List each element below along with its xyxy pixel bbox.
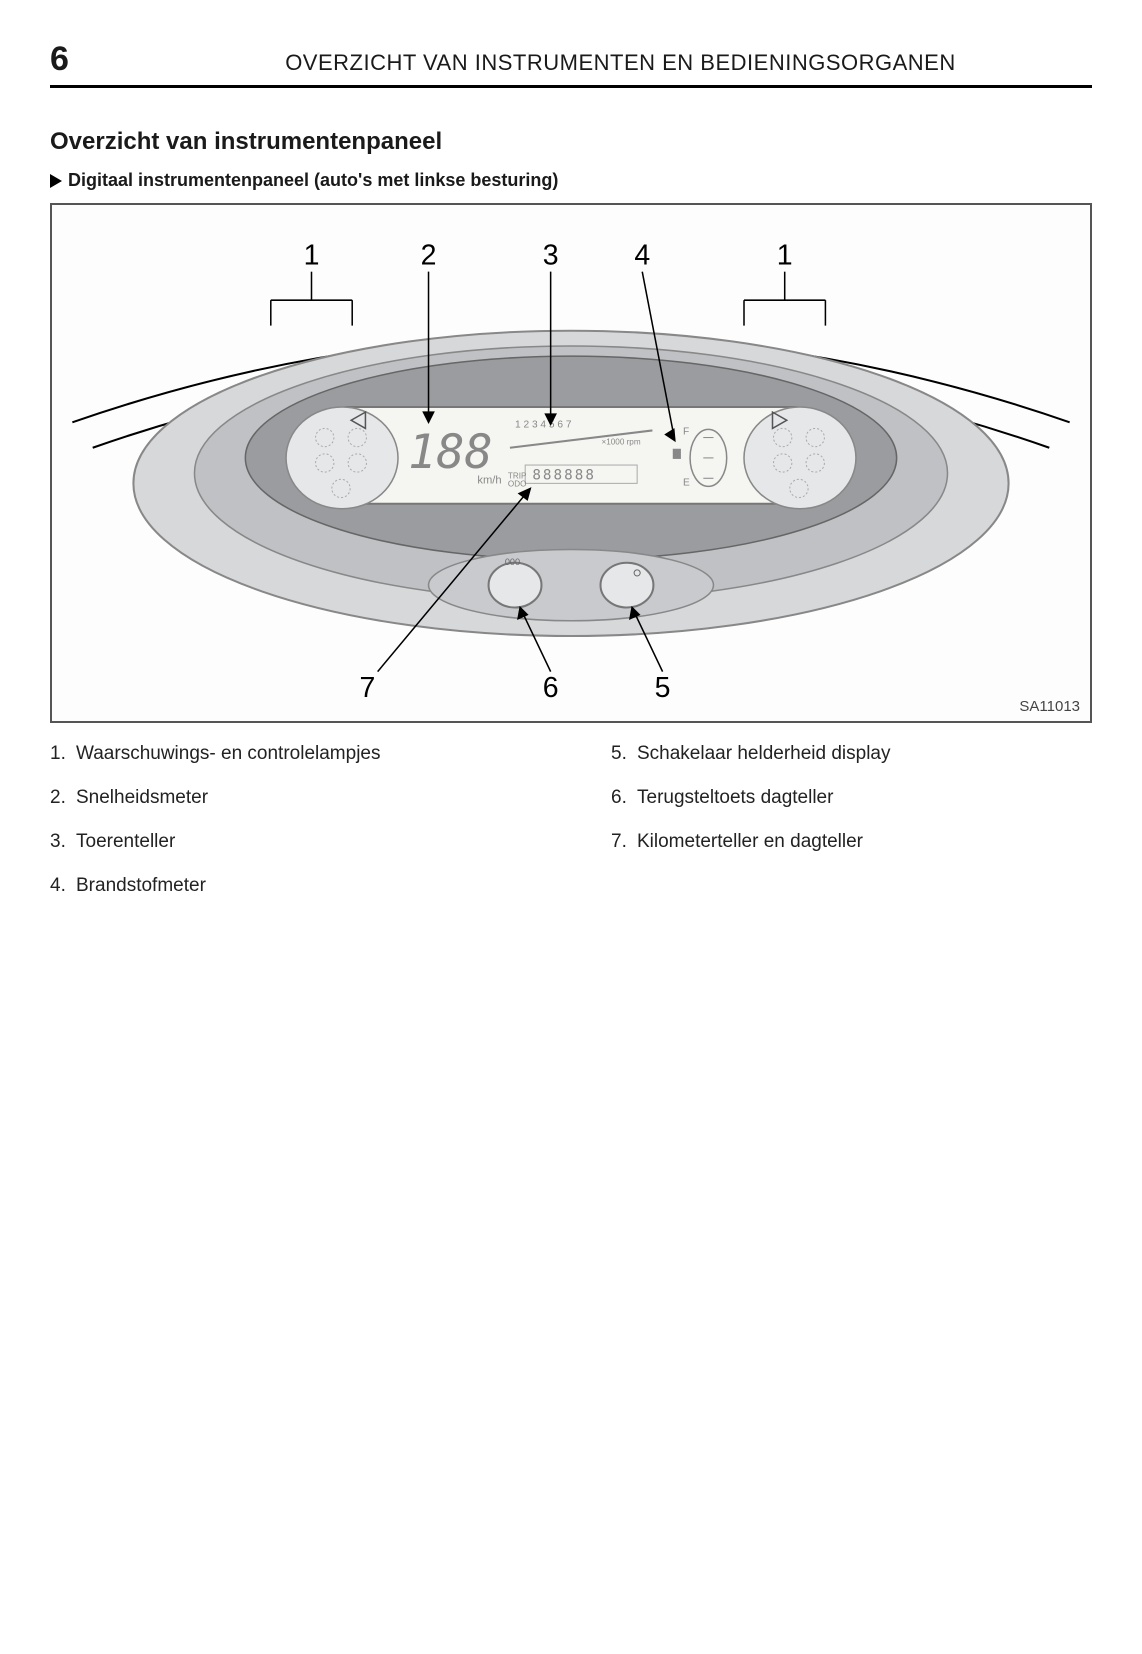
speed-readout: 188	[408, 426, 493, 480]
legend-text: Toerenteller	[76, 831, 175, 853]
svg-text:888888: 888888	[532, 467, 596, 483]
svg-text:3: 3	[543, 240, 559, 272]
header-title: OVERZICHT VAN INSTRUMENTEN EN BEDIENINGS…	[149, 50, 1092, 76]
legend-column-left: 1. Waarschuwings- en controlelampjes 2. …	[50, 743, 531, 919]
legend-number: 2.	[50, 787, 76, 809]
subsection-title: Digitaal instrumentenpaneel (auto's met …	[50, 170, 1092, 191]
legend-item: 2. Snelheidsmeter	[50, 787, 531, 809]
legend-item: 5. Schakelaar helderheid display	[611, 743, 1092, 765]
legend-number: 4.	[50, 875, 76, 897]
speed-unit: km/h	[477, 474, 501, 486]
subsection-text: Digitaal instrumentenpaneel (auto's met …	[68, 170, 558, 191]
figure-code: SA11013	[1019, 698, 1080, 715]
svg-text:7: 7	[360, 672, 376, 704]
svg-text:1: 1	[777, 240, 793, 272]
section-title: Overzicht van instrumentenpaneel	[50, 128, 1092, 156]
legend-text: Schakelaar helderheid display	[637, 743, 891, 765]
legend-number: 1.	[50, 743, 76, 765]
svg-text:5: 5	[655, 672, 671, 704]
legend-item: 7. Kilometerteller en dagteller	[611, 831, 1092, 853]
legend-item: 1. Waarschuwings- en controlelampjes	[50, 743, 531, 765]
svg-text:6: 6	[543, 672, 559, 704]
legend-item: 4. Brandstofmeter	[50, 875, 531, 897]
legend-text: Snelheidsmeter	[76, 787, 208, 809]
svg-text:2: 2	[421, 240, 437, 272]
svg-text:E: E	[683, 477, 690, 488]
legend-text: Waarschuwings- en controlelampjes	[76, 743, 380, 765]
svg-text:×1000 rpm: ×1000 rpm	[602, 438, 641, 447]
svg-text:ODO: ODO	[508, 479, 527, 488]
svg-text:F: F	[683, 427, 689, 438]
legend-text: Kilometerteller en dagteller	[637, 831, 863, 853]
figure-legend: 1. Waarschuwings- en controlelampjes 2. …	[50, 743, 1092, 919]
page-header: 6 OVERZICHT VAN INSTRUMENTEN EN BEDIENIN…	[50, 40, 1092, 88]
legend-number: 7.	[611, 831, 637, 853]
legend-number: 3.	[50, 831, 76, 853]
legend-item: 3. Toerenteller	[50, 831, 531, 853]
instrument-panel-diagram: 188 km/h 1 2 3 4 5 6 7 ×1000 rpm TRIP OD…	[52, 205, 1090, 721]
page-number: 6	[50, 40, 69, 79]
legend-text: Terugsteltoets dagteller	[637, 787, 833, 809]
figure-instrument-panel: 188 km/h 1 2 3 4 5 6 7 ×1000 rpm TRIP OD…	[50, 203, 1092, 723]
svg-text:000: 000	[505, 557, 520, 567]
svg-text:4: 4	[634, 240, 650, 272]
legend-text: Brandstofmeter	[76, 875, 206, 897]
legend-number: 6.	[611, 787, 637, 809]
legend-column-right: 5. Schakelaar helderheid display 6. Teru…	[611, 743, 1092, 919]
svg-text:1: 1	[304, 240, 320, 272]
legend-item: 6. Terugsteltoets dagteller	[611, 787, 1092, 809]
legend-number: 5.	[611, 743, 637, 765]
svg-text:1 2 3 4 5 6 7: 1 2 3 4 5 6 7	[515, 419, 572, 430]
